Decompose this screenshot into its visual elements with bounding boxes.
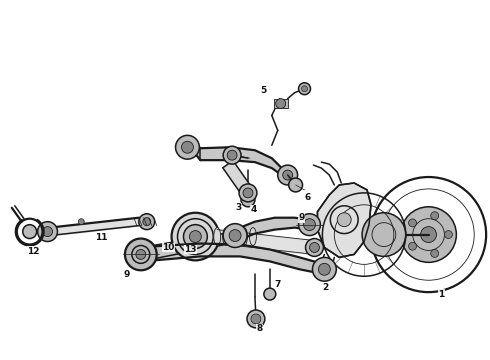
Ellipse shape [214, 228, 220, 246]
Circle shape [401, 207, 456, 262]
Circle shape [289, 178, 302, 192]
Circle shape [251, 314, 261, 324]
Circle shape [310, 243, 319, 252]
Circle shape [409, 219, 416, 227]
Text: 8: 8 [257, 324, 263, 333]
Ellipse shape [241, 228, 247, 246]
Circle shape [313, 257, 336, 281]
Circle shape [276, 99, 286, 109]
Circle shape [409, 242, 416, 250]
Text: 2: 2 [322, 283, 328, 292]
Circle shape [243, 188, 253, 198]
Text: 10: 10 [162, 243, 175, 252]
Circle shape [183, 225, 207, 248]
Circle shape [227, 150, 237, 160]
Circle shape [337, 213, 351, 227]
Circle shape [43, 227, 52, 237]
Circle shape [318, 264, 330, 275]
Circle shape [298, 83, 311, 95]
Circle shape [444, 231, 452, 239]
Ellipse shape [232, 228, 239, 246]
Circle shape [362, 213, 406, 256]
Circle shape [229, 230, 241, 242]
Circle shape [143, 218, 151, 226]
Circle shape [283, 170, 293, 180]
Text: 13: 13 [184, 245, 196, 254]
Circle shape [298, 214, 320, 235]
Ellipse shape [222, 228, 230, 246]
Text: 6: 6 [304, 193, 311, 202]
Polygon shape [141, 230, 240, 261]
Circle shape [223, 224, 247, 247]
Circle shape [303, 219, 316, 231]
Circle shape [223, 146, 241, 164]
Circle shape [190, 231, 201, 243]
Circle shape [247, 310, 265, 328]
Circle shape [420, 227, 437, 243]
Circle shape [239, 184, 257, 202]
Circle shape [306, 239, 323, 256]
Ellipse shape [249, 228, 256, 246]
Circle shape [278, 165, 297, 185]
Circle shape [181, 141, 194, 153]
Circle shape [139, 214, 155, 230]
Text: 11: 11 [95, 233, 107, 242]
Circle shape [172, 213, 219, 260]
Polygon shape [200, 147, 288, 175]
Text: 4: 4 [251, 205, 257, 214]
Circle shape [301, 86, 308, 92]
Circle shape [125, 239, 157, 270]
Polygon shape [141, 243, 324, 274]
Text: 12: 12 [27, 247, 40, 256]
Polygon shape [235, 218, 310, 242]
Bar [274, 99, 288, 108]
Text: 9: 9 [124, 270, 130, 279]
Circle shape [136, 249, 146, 260]
Circle shape [241, 193, 255, 207]
Circle shape [23, 225, 37, 239]
Text: 9: 9 [298, 213, 305, 222]
Circle shape [431, 212, 439, 220]
Polygon shape [318, 183, 371, 257]
Text: 5: 5 [261, 86, 267, 95]
Circle shape [264, 288, 276, 300]
Polygon shape [185, 140, 200, 160]
Circle shape [175, 135, 199, 159]
Circle shape [431, 249, 439, 257]
Text: 7: 7 [274, 280, 281, 289]
Text: 3: 3 [235, 203, 241, 212]
Text: 1: 1 [439, 289, 444, 298]
Circle shape [78, 219, 84, 225]
FancyBboxPatch shape [223, 161, 253, 197]
Circle shape [38, 222, 57, 242]
